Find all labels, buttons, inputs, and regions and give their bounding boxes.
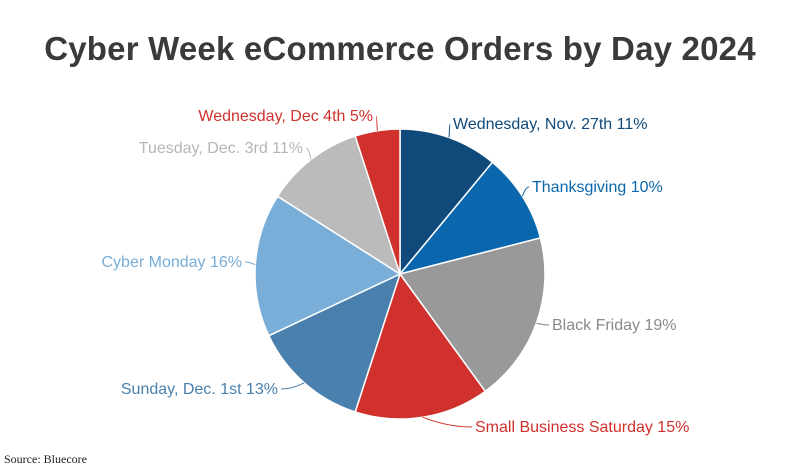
slice-label-4: Small Business Saturday 15%	[475, 419, 689, 436]
pie-slices	[254, 128, 546, 420]
pie-slice-1	[399, 128, 494, 277]
slice-labels: Wednesday, Nov. 27th 11% Thanksgiving 10%…	[101, 108, 689, 436]
source-note: Source: Bluecore	[4, 452, 87, 466]
slice-label-1: Wednesday, Nov. 27th 11%	[453, 116, 647, 133]
leader-line-8	[375, 115, 378, 131]
slice-label-2: Thanksgiving 10%	[532, 179, 663, 196]
slice-label-8: Wednesday, Dec 4th 5%	[198, 108, 373, 125]
pie-slice-6	[254, 195, 402, 337]
leader-line-2	[521, 186, 530, 197]
pie-slice-8	[354, 128, 401, 275]
slice-label-3: Black Friday 19%	[552, 317, 677, 334]
pie-slice-5	[267, 272, 402, 413]
pie-slice-2	[397, 161, 542, 276]
leader-line-5	[280, 382, 305, 390]
leader-line-6	[244, 261, 256, 266]
leader-line-4	[422, 416, 473, 428]
slice-label-6: Cyber Monday 16%	[101, 254, 242, 271]
slice-label-5: Sunday, Dec. 1st 13%	[121, 381, 278, 398]
leader-line-7	[305, 147, 312, 160]
chart-title: Cyber Week eCommerce Orders by Day 2024	[44, 30, 756, 67]
leader-line-1	[448, 123, 451, 138]
leader-line-3	[536, 322, 550, 326]
slice-label-7: Tuesday, Dec. 3rd 11%	[139, 140, 303, 157]
